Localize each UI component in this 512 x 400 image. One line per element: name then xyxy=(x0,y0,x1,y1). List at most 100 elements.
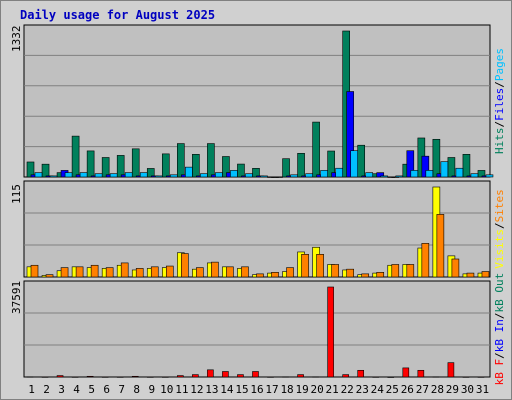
bar-sites-day-25 xyxy=(391,264,400,278)
bar-kb-f-day-4 xyxy=(71,376,79,378)
bar-hits-day-11 xyxy=(177,143,185,178)
bar-kb-f-day-26 xyxy=(402,367,410,378)
bar-pages-day-8 xyxy=(139,172,148,178)
bar-pages-day-19 xyxy=(305,173,313,178)
bar-sites-day-15 xyxy=(241,266,249,278)
side-legend-label: / xyxy=(493,352,506,359)
bar-sites-day-1 xyxy=(30,264,39,278)
side-legend-sites-visits: Visits/Sites xyxy=(493,189,506,269)
x-tick-label-day-27: 27 xyxy=(416,383,429,396)
x-tick-label-day-1: 1 xyxy=(28,383,35,396)
bar-kb-f-day-11 xyxy=(177,375,184,378)
bar-kb-f-day-5 xyxy=(86,375,94,378)
bar-sites-day-26 xyxy=(406,264,415,278)
bar-pages-day-18 xyxy=(290,174,298,178)
bar-kb-f-day-27 xyxy=(417,369,425,378)
bar-pages-day-14 xyxy=(230,170,238,178)
bar-sites-day-9 xyxy=(150,266,159,278)
x-tick-label-day-28: 28 xyxy=(431,383,444,396)
x-tick-label-day-24: 24 xyxy=(371,383,385,396)
panel-hits-files-pages xyxy=(23,24,494,178)
bar-kb-f-day-12 xyxy=(192,374,199,378)
bar-sites-day-17 xyxy=(271,272,279,278)
side-legend-label: kB F xyxy=(493,359,506,386)
bar-sites-day-22 xyxy=(346,268,354,278)
bar-hits-day-20 xyxy=(312,121,320,178)
bar-pages-day-12 xyxy=(200,173,208,178)
bar-sites-day-13 xyxy=(211,261,219,278)
bar-sites-day-3 xyxy=(60,267,69,278)
side-legend-label: kB Out xyxy=(493,273,506,313)
x-tick-label-day-5: 5 xyxy=(88,383,95,396)
bar-hits-day-28 xyxy=(432,138,441,178)
bar-kb-f-day-28 xyxy=(432,376,440,378)
bar-kb-f-day-23 xyxy=(357,369,365,378)
x-tick-label-day-15: 15 xyxy=(235,383,248,396)
side-legend-label: / xyxy=(493,121,506,128)
side-legend-label: kB In xyxy=(493,319,506,352)
bar-kb-f-day-21 xyxy=(327,286,334,378)
x-tick-label-day-22: 22 xyxy=(341,383,354,396)
bar-files-day-26 xyxy=(406,150,415,178)
bar-kb-f-day-20 xyxy=(312,376,319,378)
bar-kb-f-day-8 xyxy=(131,375,139,378)
bar-sites-day-10 xyxy=(165,265,174,278)
bar-sites-day-5 xyxy=(90,264,99,278)
bar-kb-f-day-10 xyxy=(161,376,169,378)
x-tick-label-day-3: 3 xyxy=(58,383,65,396)
chart-title: Daily usage for August 2025 xyxy=(20,8,215,22)
bar-pages-day-24 xyxy=(380,175,389,178)
bar-pages-day-16 xyxy=(260,175,268,178)
bar-kb-f-day-14 xyxy=(222,371,229,378)
scale-label-visits: 115 xyxy=(10,184,23,204)
x-tick-label-day-23: 23 xyxy=(356,383,369,396)
bar-hits-day-7 xyxy=(116,155,125,178)
side-legend-label: Files xyxy=(493,88,506,121)
bar-pages-day-25 xyxy=(395,175,404,178)
bar-kb-f-day-25 xyxy=(387,376,395,378)
x-tick-label-day-8: 8 xyxy=(133,383,140,396)
bar-hits-day-12 xyxy=(192,154,200,178)
bar-pages-day-26 xyxy=(410,170,419,178)
bar-hits-day-30 xyxy=(462,154,471,178)
bar-hits-day-23 xyxy=(357,144,366,178)
bar-pages-day-21 xyxy=(335,167,343,178)
bar-pages-day-27 xyxy=(425,170,434,178)
bar-kb-f-day-7 xyxy=(116,376,124,378)
bar-files-day-27 xyxy=(421,155,430,178)
side-legend-text: kB F/kB In/kB Out xyxy=(493,273,506,386)
bar-hits-day-6 xyxy=(101,157,110,178)
bar-hits-day-14 xyxy=(222,156,230,178)
x-tick-label-day-4: 4 xyxy=(73,383,80,396)
bar-sites-day-6 xyxy=(105,267,114,278)
x-tick-label-day-20: 20 xyxy=(311,383,324,396)
bar-files-day-22 xyxy=(346,91,354,178)
x-tick-label-day-11: 11 xyxy=(175,383,188,396)
bar-sites-day-28 xyxy=(436,214,445,278)
bar-sites-day-24 xyxy=(376,272,385,278)
plot-area xyxy=(23,280,491,378)
bar-kb-f-day-1 xyxy=(26,376,34,378)
bar-kb-f-day-31 xyxy=(477,376,485,378)
bar-kb-f-day-19 xyxy=(297,374,304,378)
scale-label-kbytes: 37591 xyxy=(10,281,23,314)
bar-pages-day-10 xyxy=(169,174,178,178)
x-tick-label-day-18: 18 xyxy=(280,383,293,396)
bar-sites-day-20 xyxy=(316,254,324,278)
bar-pages-day-5 xyxy=(94,173,103,178)
bar-sites-day-4 xyxy=(75,266,84,278)
x-tick-label-day-12: 12 xyxy=(190,383,203,396)
bar-sites-day-7 xyxy=(120,262,129,278)
bar-hits-day-29 xyxy=(447,157,456,178)
bar-hits-day-5 xyxy=(86,150,95,178)
x-tick-label-day-19: 19 xyxy=(295,383,308,396)
bar-pages-day-3 xyxy=(64,172,73,178)
side-legend-label: / xyxy=(493,222,506,229)
x-tick-label-day-16: 16 xyxy=(250,383,263,396)
plot-area xyxy=(23,180,491,278)
bar-pages-day-2 xyxy=(49,175,58,178)
bar-kb-f-day-24 xyxy=(372,376,380,378)
scale-label-hits: 1332 xyxy=(10,26,23,53)
bar-hits-day-13 xyxy=(207,143,215,178)
